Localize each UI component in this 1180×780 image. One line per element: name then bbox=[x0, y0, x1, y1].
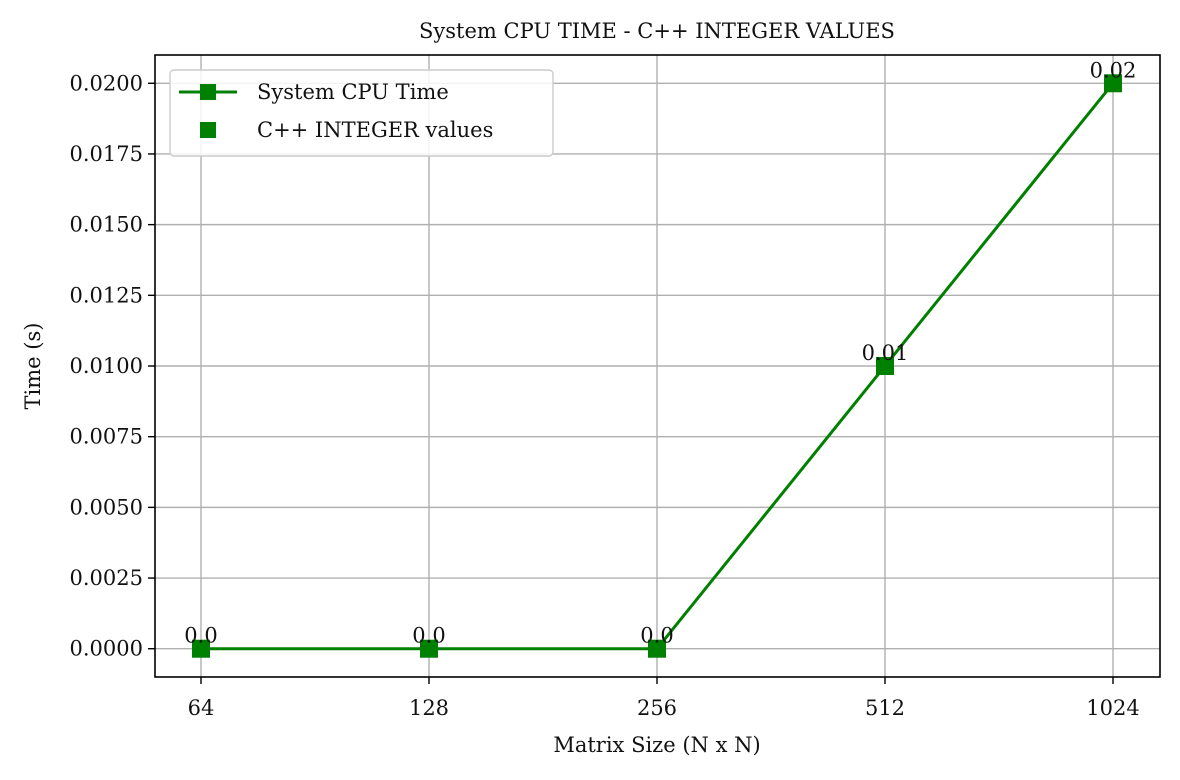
data-point-label: 0.0 bbox=[184, 624, 217, 648]
y-tick-label: 0.0150 bbox=[70, 213, 143, 237]
data-point-label: 0.0 bbox=[412, 624, 445, 648]
y-tick-label: 0.0000 bbox=[70, 637, 143, 661]
data-point-marker bbox=[1104, 74, 1122, 93]
data-point-label: 0.02 bbox=[1090, 58, 1137, 82]
x-tick-label: 1024 bbox=[1086, 696, 1139, 720]
legend-square-swatch-2 bbox=[200, 122, 216, 138]
x-tick-label: 128 bbox=[409, 696, 449, 720]
y-tick-label: 0.0050 bbox=[70, 495, 143, 519]
legend-box bbox=[169, 69, 554, 157]
data-point-marker bbox=[648, 639, 666, 658]
y-tick-label: 0.0125 bbox=[70, 283, 143, 307]
y-axis: 0.0000 0.0025 0.0050 0.0075 0.0100 0.0125 0.01… bbox=[70, 71, 155, 661]
data-point-marker bbox=[420, 639, 438, 658]
chart-title: System CPU TIME - C++ INTEGER VALUES bbox=[419, 19, 895, 43]
y-tick-label: 0.0175 bbox=[70, 142, 143, 166]
x-tick-label: 512 bbox=[865, 696, 905, 720]
y-tick-label: 0.0075 bbox=[70, 425, 143, 449]
series-layer bbox=[192, 74, 1122, 658]
legend-label-extra: C++ INTEGER values bbox=[257, 118, 493, 142]
data-point-marker bbox=[876, 357, 894, 375]
data-point-marker bbox=[192, 639, 210, 658]
x-axis-title: Matrix Size (N x N) bbox=[553, 733, 760, 757]
point-labels: 0.0 0.0 0.0 0.01 0.02 bbox=[184, 58, 1136, 647]
data-point-label: 0.0 bbox=[640, 624, 673, 648]
legend: System CPU Time C++ INTEGER values bbox=[169, 69, 554, 157]
y-tick-label: 0.0100 bbox=[70, 354, 143, 378]
data-point-label: 0.01 bbox=[862, 341, 909, 365]
y-tick-label: 0.0200 bbox=[70, 71, 143, 95]
y-tick-label: 0.0025 bbox=[70, 566, 143, 590]
x-tick-label: 256 bbox=[637, 696, 677, 720]
legend-label-series: System CPU Time bbox=[257, 80, 449, 104]
y-axis-title: Time (s) bbox=[21, 323, 45, 410]
x-axis: 64 128 256 512 1024 bbox=[188, 677, 1140, 720]
legend-square-swatch bbox=[200, 84, 216, 100]
x-tick-label: 64 bbox=[188, 696, 215, 720]
